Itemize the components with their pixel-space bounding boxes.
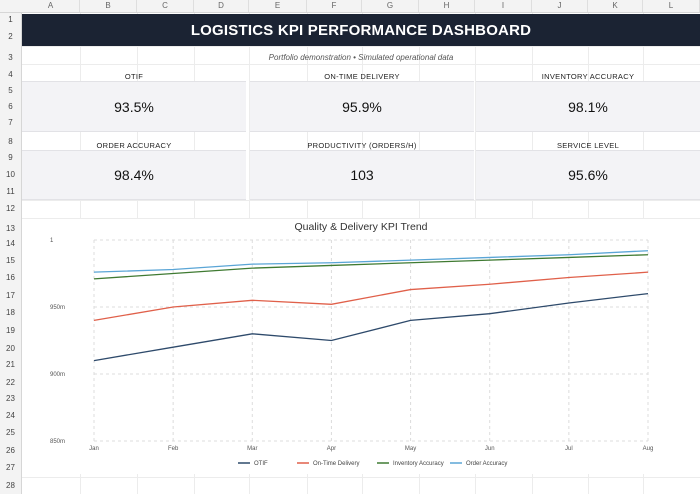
row-gridline <box>22 477 700 478</box>
row-header-22[interactable]: 22 <box>6 378 15 387</box>
row-header-1[interactable]: 1 <box>8 15 13 24</box>
kpi-value-productivity[interactable]: 103 <box>250 150 474 200</box>
x-tick-label: Jan <box>89 446 99 452</box>
row-header-19[interactable]: 19 <box>6 326 15 335</box>
kpi-label-otif: OTIF <box>124 72 144 81</box>
kpi-value-order-accuracy[interactable]: 98.4% <box>22 150 246 200</box>
row-header-13[interactable]: 13 <box>6 224 15 233</box>
legend-label: OTIF <box>254 461 268 467</box>
column-header-h[interactable]: H <box>419 0 475 12</box>
row-header-21[interactable]: 21 <box>6 360 15 369</box>
column-header-g[interactable]: G <box>362 0 419 12</box>
dashboard-title: LOGISTICS KPI PERFORMANCE DASHBOARD <box>22 14 700 46</box>
row-header-14[interactable]: 14 <box>6 239 15 248</box>
legend-label: Order Accuracy <box>466 461 507 467</box>
kpi-label-inventory-accuracy: INVENTORY ACCURACY <box>541 72 635 81</box>
column-header-j[interactable]: J <box>532 0 588 12</box>
column-header-k[interactable]: K <box>588 0 643 12</box>
column-header-l[interactable]: L <box>643 0 700 12</box>
row-header-6[interactable]: 6 <box>8 102 13 111</box>
row-gridline <box>22 218 700 219</box>
kpi-value-inventory-accuracy[interactable]: 98.1% <box>476 81 700 132</box>
row-header-28[interactable]: 28 <box>6 481 15 490</box>
row-header-4[interactable]: 4 <box>8 70 13 79</box>
series-line-order-accuracy <box>93 250 649 273</box>
x-tick-label: Feb <box>168 446 179 452</box>
row-header-26[interactable]: 26 <box>6 446 15 455</box>
row-gridline <box>22 200 700 201</box>
row-header-9[interactable]: 9 <box>8 153 13 162</box>
series-line-on-time-delivery <box>93 271 649 322</box>
row-header-7[interactable]: 7 <box>8 118 13 127</box>
column-header-f[interactable]: F <box>307 0 362 12</box>
x-tick-label: Mar <box>247 446 257 452</box>
row-header-18[interactable]: 18 <box>6 308 15 317</box>
row-header-12[interactable]: 12 <box>6 204 15 213</box>
series-line-otif <box>93 292 649 362</box>
y-tick-label: 1 <box>50 238 54 244</box>
kpi-label-on-time-delivery: ON-TIME DELIVERY <box>324 72 400 81</box>
row-header-16[interactable]: 16 <box>6 273 15 282</box>
kpi-label-order-accuracy: ORDER ACCURACY <box>96 141 172 150</box>
x-tick-label: Apr <box>327 446 336 452</box>
y-tick-label: 900m <box>50 372 65 378</box>
kpi-value-service-level[interactable]: 95.6% <box>476 150 700 200</box>
row-header-24[interactable]: 24 <box>6 411 15 420</box>
chart-svg: 1 950m 900m 850m Jan Feb Mar Apr May Jun Jul Aug OTI… <box>50 238 654 467</box>
column-header-d[interactable]: D <box>194 0 249 12</box>
row-header-3[interactable]: 3 <box>8 53 13 62</box>
column-header-e[interactable]: E <box>249 0 307 12</box>
dashboard-subtitle: Portfolio demonstration • Simulated oper… <box>268 53 454 62</box>
row-header-20[interactable]: 20 <box>6 344 15 353</box>
legend-label: Inventory Accuracy <box>393 461 444 467</box>
row-header-11[interactable]: 11 <box>6 187 15 196</box>
kpi-value-otif[interactable]: 93.5% <box>22 81 246 132</box>
row-gridline <box>22 64 700 65</box>
column-header-i[interactable]: I <box>475 0 532 12</box>
row-header-15[interactable]: 15 <box>6 256 15 265</box>
y-tick-label: 850m <box>50 439 65 445</box>
row-header-bar: 1 2 3 4 5 6 7 8 9 10 11 12 13 14 15 16 17 18 19 20 21 22 23 24 2… <box>0 13 22 494</box>
row-header-2[interactable]: 2 <box>8 32 13 41</box>
y-tick-label: 950m <box>50 305 65 311</box>
kpi-label-service-level: SERVICE LEVEL <box>556 141 620 150</box>
row-header-23[interactable]: 23 <box>6 394 15 403</box>
row-header-27[interactable]: 27 <box>6 463 15 472</box>
column-header-c[interactable]: C <box>137 0 194 12</box>
x-tick-label: May <box>405 446 416 452</box>
column-header-b[interactable]: B <box>80 0 137 12</box>
row-header-25[interactable]: 25 <box>6 428 15 437</box>
kpi-label-productivity: PRODUCTIVITY (ORDERS/H) <box>307 141 417 150</box>
x-tick-label: Jul <box>565 446 573 452</box>
x-tick-label: Jun <box>485 446 495 452</box>
series-line-inventory-accuracy <box>93 254 649 280</box>
row-header-10[interactable]: 10 <box>6 170 15 179</box>
row-gridline <box>22 46 700 47</box>
row-header-17[interactable]: 17 <box>6 291 15 300</box>
kpi-value-on-time-delivery[interactable]: 95.9% <box>250 81 474 132</box>
row-header-8[interactable]: 8 <box>8 137 13 146</box>
kpi-trend-chart[interactable]: Quality & Delivery KPI Trend 1 950m 900m 85… <box>22 219 700 474</box>
legend-label: On-Time Delivery <box>313 461 359 467</box>
row-header-5[interactable]: 5 <box>8 86 13 95</box>
x-tick-label: Aug <box>643 446 654 452</box>
chart-title: Quality & Delivery KPI Trend <box>294 221 428 233</box>
column-header-a[interactable]: A <box>22 0 80 12</box>
